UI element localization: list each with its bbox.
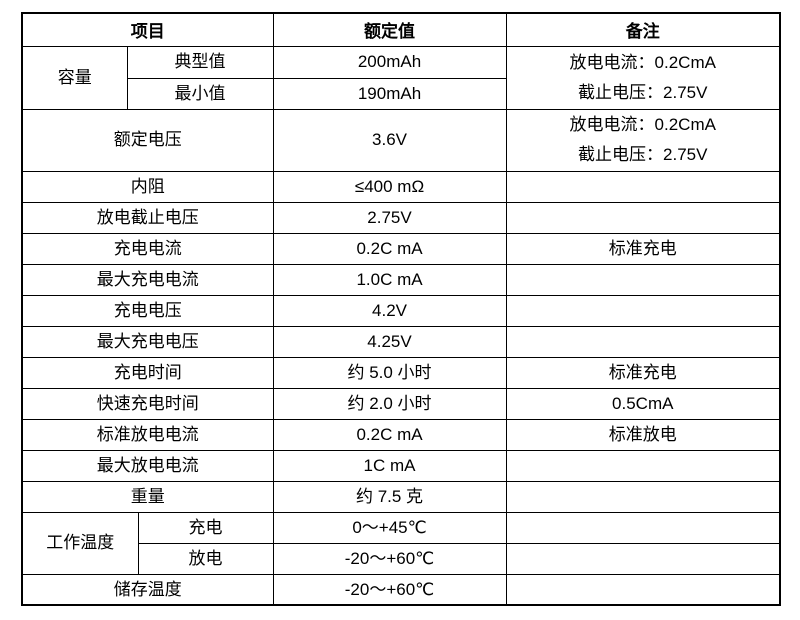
operating-discharge-value: -20～+60℃ [272, 542, 507, 575]
row-note [505, 263, 781, 296]
table-row: 工作温度 充电 0～+45℃ [21, 511, 781, 575]
storage-temp-value: -20～+60℃ [272, 573, 507, 606]
row-label: 重量 [21, 480, 274, 513]
row-value: ≤400 mΩ [272, 170, 507, 203]
note-line: 截止电压：2.75V [578, 82, 708, 102]
row-label: 最大充电电压 [21, 325, 274, 358]
operating-charge-value: 0～+45℃ [272, 511, 507, 544]
rated-voltage-note: 放电电流：0.2CmA 截止电压：2.75V [505, 108, 781, 172]
row-note: 标准充电 [505, 356, 781, 389]
table-row: 内阻 ≤400 mΩ [21, 170, 781, 203]
row-note [505, 325, 781, 358]
header-note: 备注 [505, 12, 781, 47]
note-line: 截止电压：2.75V [578, 145, 708, 164]
row-note [505, 201, 781, 234]
note-cell [505, 542, 781, 575]
row-value: 0.2C mA [272, 418, 507, 451]
row-value: 1.0C mA [272, 263, 507, 296]
row-note [505, 170, 781, 203]
row-value: 1C mA [272, 449, 507, 482]
note-cell [505, 511, 781, 544]
row-label: 内阻 [21, 170, 274, 203]
table-row: 最大充电电压 4.25V [21, 325, 781, 358]
table-row: 充电电压 4.2V [21, 294, 781, 327]
header-rated: 额定值 [272, 12, 507, 47]
table-row: 最小值 190mAh [22, 77, 780, 110]
capacity-typical-label: 典型值 [126, 45, 274, 79]
table-row: 容量 典型值 200mAh 放电电流：0.2CmA 截止电压：2.75V [21, 45, 781, 110]
row-value: 2.75V [272, 201, 507, 234]
operating-discharge-label: 放电 [137, 542, 274, 575]
row-note: 标准充电 [505, 232, 781, 265]
row-label: 充电时间 [21, 356, 274, 389]
row-value: 约 7.5 克 [272, 480, 507, 513]
row-note [505, 294, 781, 327]
row-value: 4.25V [272, 325, 507, 358]
table-row: 标准放电电流 0.2C mA 标准放电 [21, 418, 781, 451]
table-row: 充电电流 0.2C mA 标准充电 [21, 232, 781, 265]
header-item: 项目 [21, 12, 274, 47]
row-label: 快速充电时间 [21, 387, 274, 420]
table-row: 最大放电电流 1C mA [21, 449, 781, 482]
row-note: 0.5CmA [505, 387, 781, 420]
storage-temp-label: 储存温度 [21, 573, 274, 606]
table-row: 额定电压 3.6V 放电电流：0.2CmA 截止电压：2.75V [21, 108, 781, 172]
row-label: 放电截止电压 [21, 201, 274, 234]
row-label: 标准放电电流 [21, 418, 274, 451]
row-note [505, 449, 781, 482]
note-line: 放电电流：0.2CmA [569, 115, 716, 134]
row-label: 充电电压 [21, 294, 274, 327]
row-note: 标准放电 [505, 418, 781, 451]
rated-voltage-label: 额定电压 [21, 108, 274, 172]
note-line: 放电电流：0.2CmA [569, 52, 716, 72]
table-row: 储存温度 -20～+60℃ [21, 573, 781, 606]
row-label: 最大充电电流 [21, 263, 274, 296]
row-value: 约 5.0 小时 [272, 356, 507, 389]
row-note [505, 480, 781, 513]
table-row: 快速充电时间约 2.0 小时 0.5CmA [21, 387, 781, 420]
table-row: 充电时间约 5.0 小时 标准充电 [21, 356, 781, 389]
row-label: 充电电流 [21, 232, 274, 265]
table-row: 放电截止电压 2.75V [21, 201, 781, 234]
table-row: 重量约 7.5 克 [21, 480, 781, 513]
rated-voltage-value: 3.6V [272, 108, 507, 172]
capacity-min-label: 最小值 [126, 77, 274, 110]
operating-charge-label: 充电 [137, 511, 274, 544]
table-row: 放电 -20～+60℃ [22, 542, 781, 575]
header-row: 项目 额定值 备注 [21, 12, 781, 47]
row-value: 约 2.0 小时 [272, 387, 507, 420]
row-label: 最大放电电流 [21, 449, 274, 482]
battery-spec-table: 项目 额定值 备注 容量 典型值 200mAh 放电电流：0.2CmA 截止电压… [21, 12, 782, 606]
row-value: 0.2C mA [272, 232, 507, 265]
capacity-typical-value: 200mAh [272, 45, 507, 79]
capacity-label: 容量 [21, 45, 128, 110]
table-row: 最大充电电流 1.0C mA [21, 263, 781, 296]
capacity-min-value: 190mAh [272, 77, 507, 110]
capacity-note: 放电电流：0.2CmA 截止电压：2.75V [505, 45, 781, 110]
note-cell [505, 573, 781, 606]
operating-temp-label: 工作温度 [21, 511, 139, 575]
row-value: 4.2V [272, 294, 507, 327]
